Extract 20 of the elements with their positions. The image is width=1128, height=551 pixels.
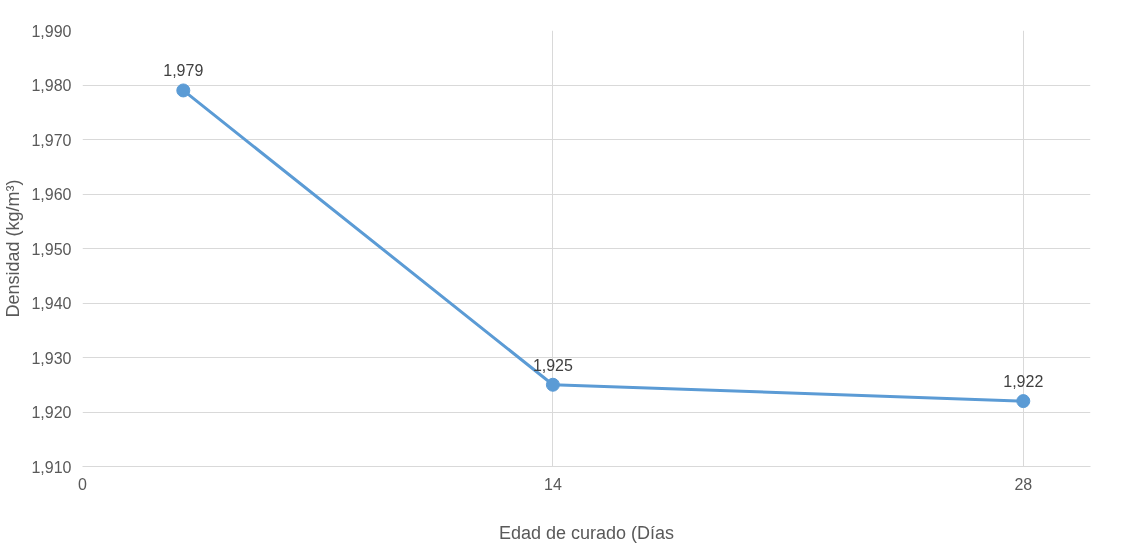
- x-tick-label: 14: [544, 475, 562, 493]
- y-tick-label: 1,990: [31, 22, 72, 40]
- y-tick-label: 1,930: [31, 349, 72, 367]
- y-tick-label: 1,960: [31, 186, 72, 203]
- data-label: 1,925: [532, 356, 574, 374]
- y-tick-label: 1,910: [31, 458, 72, 476]
- y-tick-label: 1,980: [31, 77, 72, 94]
- y-tick-label: 1,950: [31, 240, 72, 258]
- point: [176, 83, 191, 98]
- y-tick-label: 1,920: [31, 404, 72, 421]
- x-tick-label: 0: [78, 475, 88, 493]
- x-tick-label: 28: [1014, 475, 1033, 493]
- y-tick-label: 1,940: [31, 295, 72, 312]
- point: [545, 377, 560, 392]
- y-axis-title: Densidad (kg/m³): [3, 179, 24, 318]
- y-tick-label: 1,970: [31, 131, 72, 149]
- x-axis-title: Edad de curado (Días: [498, 522, 675, 543]
- data-label: 1,979: [163, 62, 204, 80]
- point: [1016, 394, 1031, 409]
- data-label: 1,922: [1003, 373, 1044, 391]
